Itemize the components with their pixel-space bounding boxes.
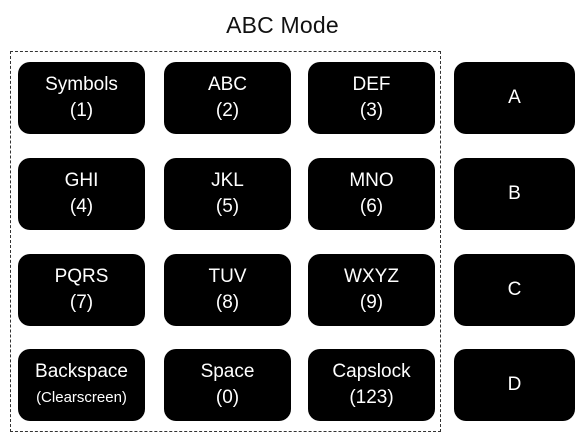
key-label: JKL — [211, 170, 244, 191]
keypad-group-frame — [10, 51, 441, 432]
key-label: TUV — [208, 266, 247, 287]
key-number: (6) — [359, 196, 384, 217]
key-number: (5) — [215, 196, 240, 217]
key-label: GHI — [64, 170, 99, 191]
key-symbols[interactable]: Symbols (1) — [18, 62, 145, 134]
key-label: Symbols — [45, 74, 118, 95]
key-space[interactable]: Space (0) — [164, 349, 291, 421]
key-capslock[interactable]: Capslock (123) — [308, 349, 435, 421]
mode-title: ABC Mode — [226, 12, 339, 38]
key-def[interactable]: DEF (3) — [308, 62, 435, 134]
key-number: (4) — [69, 196, 94, 217]
key-number: (1) — [69, 100, 94, 121]
key-label: ABC — [207, 74, 248, 95]
side-key-c[interactable]: C — [454, 254, 575, 326]
key-number: (2) — [215, 100, 240, 121]
key-backspace[interactable]: Backspace (Clearscreen) — [18, 349, 145, 421]
key-label: Capslock — [332, 361, 411, 382]
key-ghi[interactable]: GHI (4) — [18, 158, 145, 230]
side-key-b[interactable]: B — [454, 158, 575, 230]
key-label: MNO — [349, 170, 394, 191]
key-label: PQRS — [54, 266, 109, 287]
side-key-d[interactable]: D — [454, 349, 575, 421]
key-number: (9) — [359, 292, 384, 313]
key-label: Backspace — [35, 361, 128, 382]
key-tuv[interactable]: TUV (8) — [164, 254, 291, 326]
key-label: Space — [200, 361, 255, 382]
key-abc[interactable]: ABC (2) — [164, 62, 291, 134]
key-mno[interactable]: MNO (6) — [308, 158, 435, 230]
key-pqrs[interactable]: PQRS (7) — [18, 254, 145, 326]
key-number: (8) — [215, 292, 240, 313]
key-label: WXYZ — [344, 266, 399, 287]
key-number: (7) — [69, 292, 94, 313]
key-wxyz[interactable]: WXYZ (9) — [308, 254, 435, 326]
key-label: DEF — [352, 74, 391, 95]
key-number: (Clearscreen) — [36, 389, 127, 406]
side-key-a[interactable]: A — [454, 62, 575, 134]
key-number: (3) — [359, 100, 384, 121]
key-number: (123) — [349, 387, 394, 408]
key-number: (0) — [215, 387, 240, 408]
key-jkl[interactable]: JKL (5) — [164, 158, 291, 230]
